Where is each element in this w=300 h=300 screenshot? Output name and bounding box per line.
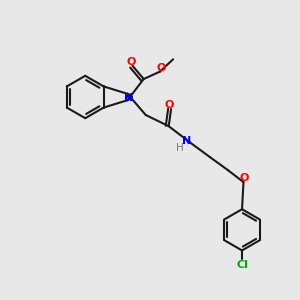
Text: N: N <box>124 93 133 103</box>
Text: O: O <box>165 100 174 110</box>
Text: O: O <box>240 173 249 183</box>
Text: O: O <box>156 62 166 73</box>
Text: N: N <box>182 136 191 146</box>
Text: Cl: Cl <box>236 260 248 270</box>
Text: H: H <box>176 143 184 153</box>
Text: O: O <box>127 57 136 67</box>
